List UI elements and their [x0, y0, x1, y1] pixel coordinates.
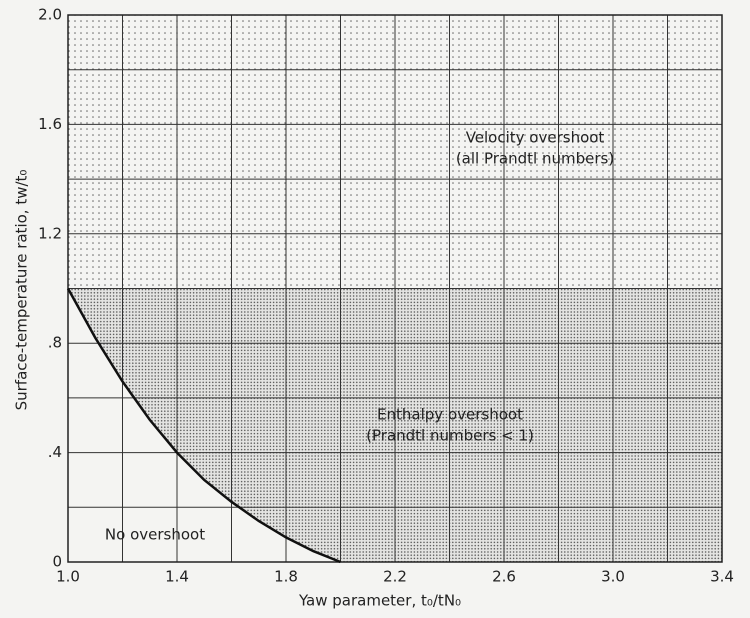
x-tick-label: 2.6: [492, 568, 516, 586]
y-tick-label: .8: [48, 334, 62, 352]
y-tick-label: 0: [52, 553, 62, 571]
x-tick-label: 3.4: [710, 568, 734, 586]
x-tick-label: 3.0: [601, 568, 625, 586]
y-tick-label: .4: [48, 443, 62, 461]
annotation: No overshoot: [105, 526, 205, 544]
y-tick-label: 2.0: [38, 6, 62, 24]
x-axis-label: Yaw parameter, t₀/tN₀: [298, 592, 461, 610]
y-tick-label: 1.6: [38, 115, 62, 133]
boundary-curve: [66, 287, 341, 564]
x-tick-label: 1.4: [165, 568, 189, 586]
x-tick-label: 2.2: [383, 568, 407, 586]
y-tick-label: 1.2: [38, 224, 62, 242]
y-axis-label: Surface-temperature ratio, tw/t₀: [13, 170, 31, 411]
x-tick-label: 1.8: [274, 568, 298, 586]
x-tick-label: 1.0: [56, 568, 80, 586]
annotation: Enthalpy overshoot: [377, 406, 523, 424]
annotation: (all Prandtl numbers): [456, 150, 614, 168]
annotation: Velocity overshoot: [466, 129, 605, 147]
annotation: (Prandtl numbers < 1): [366, 427, 534, 445]
